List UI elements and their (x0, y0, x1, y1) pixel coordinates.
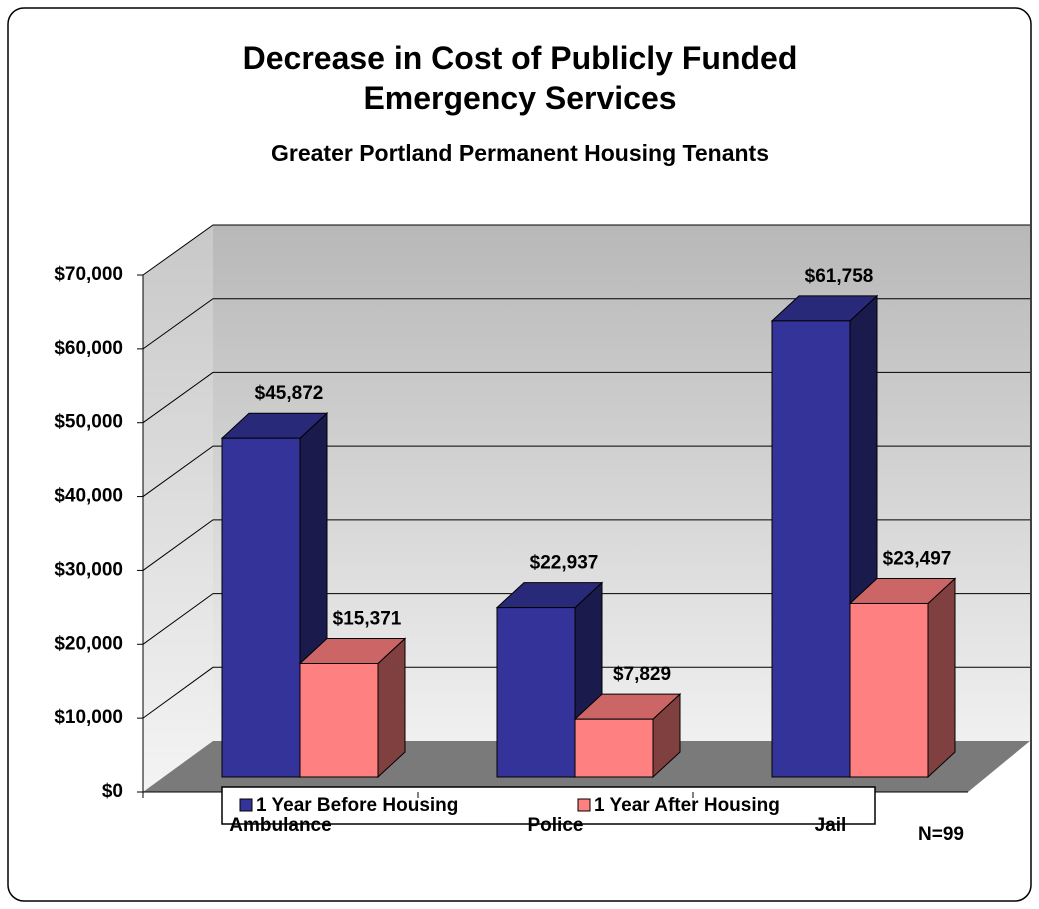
y-tick-label: $20,000 (54, 633, 123, 654)
grid-line (142, 298, 1030, 350)
grid-line (142, 371, 1030, 424)
bar (298, 637, 407, 779)
legend-label: 1 Year After Housing (594, 795, 780, 816)
grid-line (142, 593, 1030, 645)
x-tick-label: Ambulance (229, 815, 331, 836)
y-tick-label: $0 (102, 781, 123, 802)
bar-front (496, 607, 576, 778)
value-label: $7,829 (613, 664, 671, 685)
legend-swatch (239, 798, 253, 812)
y-tick-label: $10,000 (54, 707, 123, 728)
bar-front (574, 718, 654, 778)
legend (221, 786, 876, 825)
bar-front (849, 602, 929, 778)
chart-subtitle: Greater Portland Permanent Housing Tenan… (270, 140, 769, 166)
bar-side (927, 577, 956, 779)
x-tick-label: Police (528, 815, 584, 836)
bar (848, 577, 957, 779)
value-label: $45,872 (255, 383, 324, 404)
bar-front (299, 662, 379, 778)
grid-line (142, 519, 1030, 571)
annotation: N=99 (918, 824, 964, 845)
y-tick-label: $70,000 (54, 264, 123, 285)
value-label: $61,758 (805, 266, 874, 287)
legend-label: 1 Year Before Housing (256, 795, 458, 816)
bar-front (221, 437, 301, 778)
grid-line (142, 445, 1030, 497)
grid-line (142, 666, 1030, 719)
y-tick-label: $50,000 (54, 412, 123, 433)
bar (573, 693, 682, 779)
value-label: $15,371 (333, 608, 402, 629)
y-tick-label: $30,000 (54, 559, 123, 580)
grid-line (142, 224, 1030, 276)
chart-title: Decrease in Cost of Publicly Funded Emer… (242, 40, 798, 116)
y-tick-label: $40,000 (54, 486, 123, 507)
bar (220, 412, 329, 779)
legend-swatch (577, 798, 591, 812)
side-wall (143, 225, 213, 792)
value-label: $23,497 (883, 548, 952, 569)
x-tick-label: Jail (815, 815, 847, 836)
value-label: $22,937 (530, 553, 599, 574)
bar-front (771, 320, 851, 778)
y-tick-label: $60,000 (54, 338, 123, 359)
